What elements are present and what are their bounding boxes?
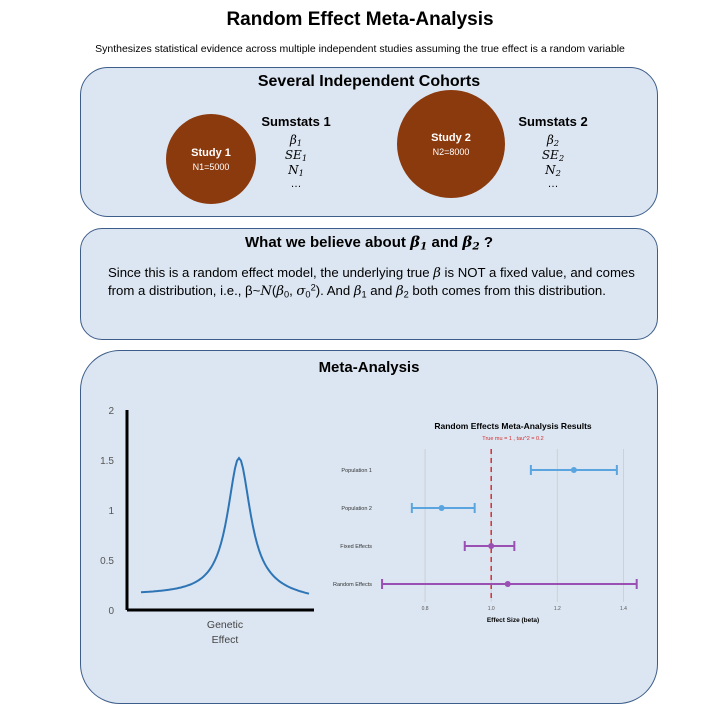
meta-panel: Meta-Analysis: [80, 350, 658, 704]
forest-x-tick-0: 0.8: [422, 606, 429, 612]
belief-text: Since this is a random effect model, the…: [108, 265, 635, 300]
forest-xlabel: Effect Size (beta): [487, 617, 539, 624]
sumstats1-se: SE1: [284, 148, 308, 164]
sumstats1-n: N1: [288, 163, 304, 179]
forest-point-3: [504, 581, 511, 587]
forest-row-label-3: Random Effects: [333, 582, 372, 588]
forest-point-1: [438, 505, 445, 511]
forest-subtitle: True mu = 1 , tau^2 = 0.2: [482, 436, 543, 442]
forest-row-label-2: Fixed Effects: [340, 544, 372, 550]
density-plot: 0 0.5 1 1.5 2 Genetic Effect: [100, 406, 314, 646]
belief-heading: What we believe about β1 and β2 ?: [245, 233, 493, 253]
study1-n: N1=5000: [192, 161, 230, 172]
cohorts-heading: Several Independent Cohorts: [257, 73, 481, 90]
density-y-tick-1: 0.5: [100, 556, 114, 567]
density-xlabel-2: Effect: [212, 634, 239, 646]
page-subtitle: Synthesizes statistical evidence across …: [95, 43, 625, 55]
density-y-tick-3: 1.5: [100, 456, 114, 467]
sumstats1-heading: Sumstats 1: [261, 114, 331, 129]
density-y-tick-4: 2: [108, 406, 114, 417]
density-curve: [140, 456, 310, 595]
study2-circle: Study 2 N2=8000: [397, 90, 505, 198]
density-xlabel-1: Genetic: [207, 619, 243, 631]
belief-panel: What we believe about β1 and β2 ? Since …: [80, 228, 658, 340]
meta-heading: Meta-Analysis: [318, 359, 420, 376]
forest-x-tick-2: 1.2: [554, 606, 561, 612]
page-title: Random Effect Meta-Analysis: [226, 9, 494, 30]
sumstats1-beta: β1: [289, 133, 303, 149]
sumstats1-more: …: [290, 178, 302, 190]
sumstats2-se: SE2: [541, 148, 565, 164]
forest-point-0: [570, 467, 577, 473]
forest-point-2: [488, 543, 495, 549]
study1-name: Study 1: [191, 146, 231, 159]
study2-n: N2=8000: [432, 146, 470, 157]
forest-x-tick-1: 1.0: [488, 606, 495, 612]
forest-x-tick-3: 1.4: [620, 606, 627, 612]
sumstats2-heading: Sumstats 2: [518, 114, 588, 129]
density-y-tick-0: 0: [108, 606, 114, 617]
forest-plot: Random Effects Meta-Analysis Results Tru…: [333, 421, 638, 624]
cohorts-panel: Several Independent Cohorts Study 1 N1=5…: [80, 67, 658, 217]
sumstats2-n: N2: [545, 163, 561, 179]
study1-circle: Study 1 N1=5000: [166, 114, 256, 204]
sumstats2-beta: β2: [546, 133, 560, 149]
density-y-tick-2: 1: [108, 506, 114, 517]
sumstats2: Sumstats 2 β2 SE2 N2 …: [508, 114, 598, 190]
forest-row-label-1: Population 2: [341, 506, 372, 512]
forest-row-label-0: Population 1: [341, 468, 372, 474]
study2-name: Study 2: [431, 131, 471, 144]
sumstats2-more: …: [547, 178, 559, 190]
sumstats1: Sumstats 1 β1 SE1 N1 …: [251, 114, 341, 190]
forest-title: Random Effects Meta-Analysis Results: [434, 421, 592, 431]
